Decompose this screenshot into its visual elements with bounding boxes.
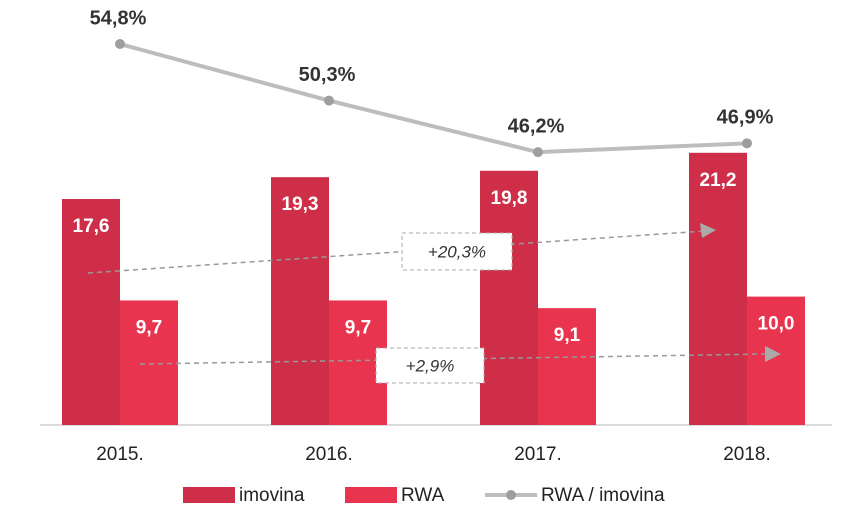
line-point [742,138,752,149]
bar [271,177,329,425]
value-label: 21,2 [700,170,737,191]
legend-swatch [345,487,397,503]
x-tick-label: 2018. [723,444,771,465]
bar [747,296,805,425]
bar [538,308,596,425]
arrow-head [700,223,716,238]
legend-swatch [183,487,235,503]
trend-line [139,353,769,365]
value-label: 10,0 [758,314,795,335]
value-label: 19,8 [491,188,528,209]
value-label: 50,3% [299,64,356,86]
x-tick-label: 2016. [305,444,353,465]
bar [480,170,538,425]
line-point [533,147,543,158]
value-label: 9,7 [345,317,371,338]
annotation: +20,3% [428,242,486,261]
bar [689,152,747,425]
bar [62,199,120,425]
annotation-box [401,232,513,271]
value-label: 46,9% [717,107,774,129]
line-point [324,95,334,106]
annotation-box [375,347,485,384]
line-point [115,39,125,50]
legend-label: RWA [401,485,445,506]
annotations: +20,3% +2,9% [87,223,781,384]
annotation: +2,9% [406,356,455,375]
line [119,42,748,155]
value-label: 9,1 [554,325,581,346]
value-label: 19,3 [282,194,319,215]
value-label: 9,7 [136,317,162,338]
value-label: 54,8% [90,7,147,29]
value-label: 46,2% [508,115,565,137]
arrow-head [765,346,781,362]
bar [120,300,178,425]
x-tick-label: 2017. [514,444,562,465]
legend-label: imovina [239,485,305,506]
value-label: 17,6 [73,216,110,237]
x-tick-label: 2015. [96,444,144,465]
legend-swatch [506,490,516,500]
legend-label: RWA / imovina [541,485,665,506]
trend-line [87,230,706,274]
